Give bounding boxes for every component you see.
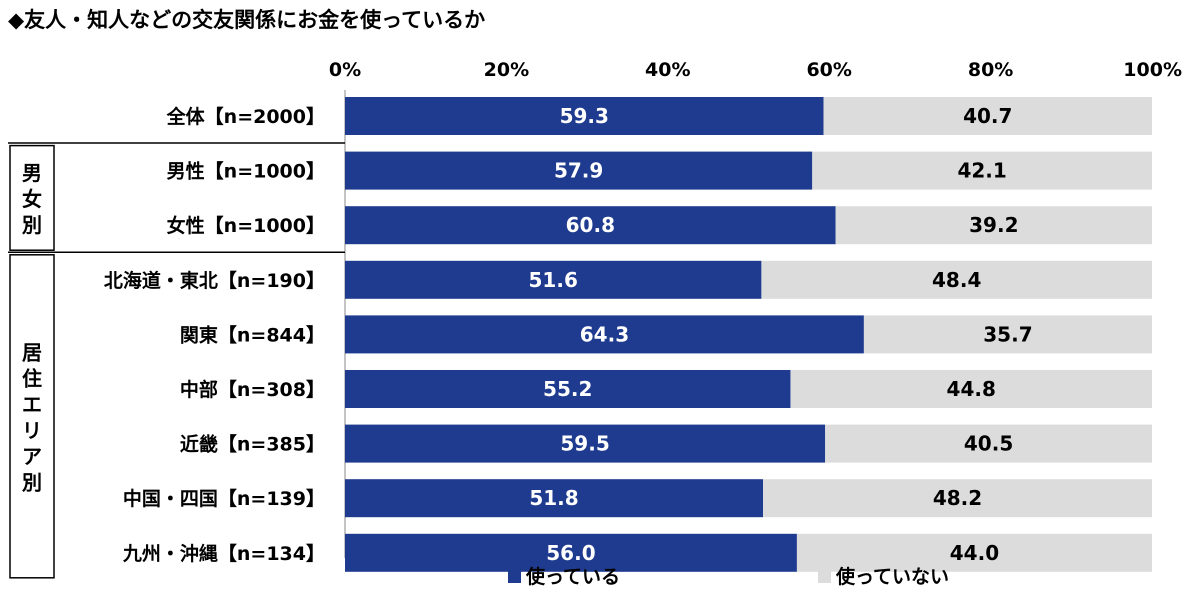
bar-segment-yes [345,206,836,245]
bar-segment-no [796,533,1152,572]
bar-segment-yes [345,315,864,354]
category-label: 全体【n=2000】 [166,105,325,128]
category-label: 近畿【n=385】 [180,433,325,456]
bar-segment-yes [345,260,762,299]
bar-segment-no [823,97,1152,135]
group-box [9,144,55,251]
legend-label: 使っている [525,566,620,588]
category-label: 中部【n=308】 [180,378,325,401]
data-label: 42.1 [957,159,1006,183]
legend-swatch [818,570,831,583]
bar-segment-no [835,206,1152,245]
x-tick-label: 40% [645,59,690,81]
data-label: 64.3 [580,322,629,346]
x-tick-label: 100% [1123,59,1182,81]
data-label: 59.5 [560,432,609,456]
x-tick-label: 80% [968,59,1013,81]
bar-segment-yes [345,97,824,135]
group-label: 男女別 [22,161,42,237]
category-label: 北海道・東北【n=190】 [104,269,325,292]
data-label: 48.4 [932,268,981,292]
legend-swatch [508,570,521,583]
data-label: 48.2 [933,486,982,510]
chart-title: ◆友人・知人などの交友関係にお金を使っているか [8,8,486,32]
category-label: 九州・沖縄【n=134】 [122,542,325,565]
data-label: 40.7 [963,104,1012,128]
bar-segment-yes [345,370,791,408]
bar-segment-no [761,260,1152,299]
bar-segment-no [825,424,1152,463]
data-label: 56.0 [546,541,595,565]
data-label: 40.5 [964,432,1013,456]
bar-segment-yes [345,151,813,190]
data-label: 55.2 [543,377,592,401]
data-label: 51.8 [529,486,578,510]
bar-segment-no [812,151,1152,190]
x-tick-label: 0% [329,59,361,81]
data-label: 39.2 [969,213,1018,237]
x-tick-label: 60% [806,59,851,81]
bar-segment-no [863,315,1152,354]
x-tick-label: 20% [484,59,529,81]
bar-segment-yes [345,533,797,572]
data-label: 51.6 [529,268,578,292]
bar-segment-no [790,370,1152,408]
data-label: 59.3 [560,104,609,128]
bar-segment-yes [345,424,826,463]
group-label: 居住エリア別 [22,340,42,494]
bar-segment-no [763,479,1152,518]
group-box [9,254,55,579]
legend-label: 使っていない [835,566,949,588]
data-label: 35.7 [983,322,1032,346]
category-label: 女性【n=1000】 [167,214,325,237]
category-label: 男性【n=1000】 [167,160,325,183]
category-label: 中国・四国【n=139】 [123,487,325,510]
data-label: 44.8 [947,377,996,401]
data-label: 44.0 [950,541,999,565]
data-label: 57.9 [554,159,603,183]
category-label: 関東【n=844】 [180,323,325,346]
data-label: 60.8 [566,213,615,237]
bar-segment-yes [345,479,764,518]
